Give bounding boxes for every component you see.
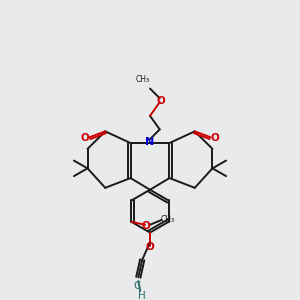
Text: O: O xyxy=(80,133,89,143)
Text: CH₃: CH₃ xyxy=(160,215,175,224)
Text: CH₃: CH₃ xyxy=(135,75,149,84)
Text: N: N xyxy=(146,137,154,147)
Text: O: O xyxy=(211,133,220,143)
Text: C: C xyxy=(134,281,141,291)
Text: O: O xyxy=(156,96,165,106)
Text: O: O xyxy=(142,221,150,231)
Text: H: H xyxy=(138,291,146,300)
Text: O: O xyxy=(146,242,154,252)
